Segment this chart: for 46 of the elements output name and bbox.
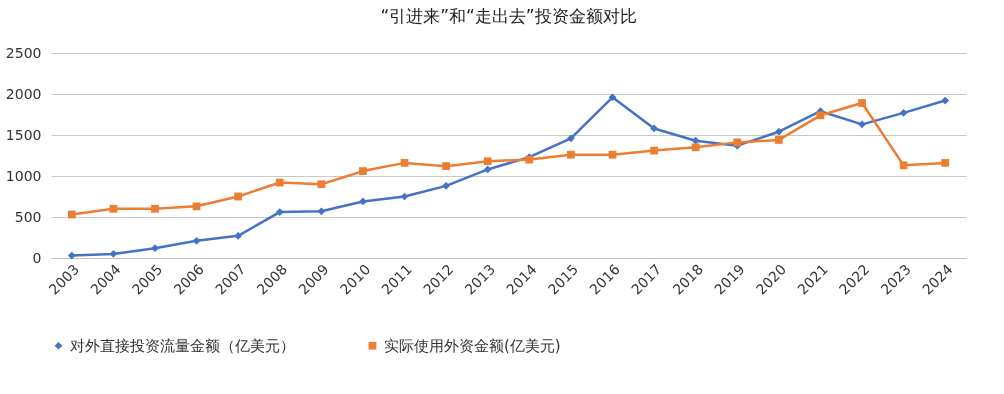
- point: [899, 108, 908, 117]
- point: [483, 165, 492, 174]
- y-tick-label: 2500: [5, 44, 42, 61]
- point: [234, 231, 243, 240]
- point: [650, 146, 658, 155]
- point: [275, 178, 284, 187]
- point: [899, 161, 908, 170]
- point: [275, 208, 284, 216]
- point: [774, 127, 783, 136]
- point: [317, 180, 326, 189]
- point: [359, 197, 367, 206]
- chart-title: “引进来”和“走出去”投资金额对比: [380, 6, 637, 26]
- point: [483, 157, 492, 166]
- point: [317, 207, 326, 216]
- point: [567, 134, 575, 143]
- point: [109, 250, 118, 258]
- point: [192, 202, 201, 211]
- legend-label: 实际使用外资金额(亿美元): [384, 336, 561, 355]
- point: [941, 96, 950, 105]
- point: [151, 244, 159, 253]
- y-tick-label: 500: [14, 208, 42, 225]
- point: [192, 236, 201, 245]
- point: [774, 136, 783, 144]
- point: [608, 150, 617, 159]
- point: [442, 181, 450, 190]
- y-tick-label: 1000: [5, 167, 42, 184]
- point: [234, 192, 243, 201]
- point: [67, 210, 76, 219]
- point: [400, 159, 409, 167]
- point: [608, 93, 617, 102]
- point: [858, 120, 866, 129]
- y-tick-label: 1500: [5, 126, 42, 143]
- y-tick-label: 0: [32, 249, 42, 266]
- legend-label: 对外直接投资流量金额（亿美元）: [70, 336, 295, 355]
- point: [442, 162, 450, 171]
- point: [567, 150, 575, 159]
- point: [67, 251, 76, 260]
- y-tick-label: 2000: [5, 85, 42, 102]
- point: [816, 111, 825, 120]
- point: [650, 124, 658, 133]
- point: [858, 99, 866, 107]
- point: [359, 167, 367, 175]
- point: [941, 159, 950, 167]
- point: [151, 204, 159, 213]
- point: [691, 143, 700, 152]
- point: [109, 204, 118, 213]
